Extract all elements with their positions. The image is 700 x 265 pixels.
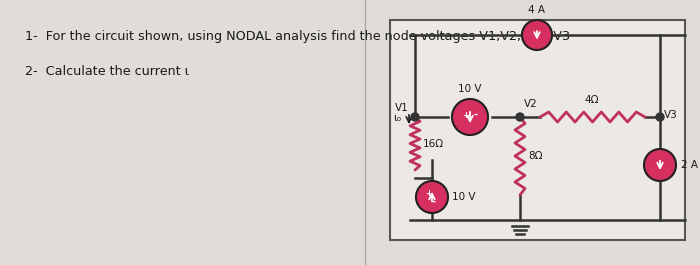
Text: 16Ω: 16Ω (423, 139, 444, 149)
Text: 4Ω: 4Ω (584, 95, 599, 105)
Text: 10 V: 10 V (458, 84, 482, 94)
Text: V1: V1 (395, 103, 409, 113)
Circle shape (416, 181, 448, 213)
Circle shape (656, 113, 664, 121)
Circle shape (644, 149, 676, 181)
Text: 8Ω: 8Ω (528, 151, 542, 161)
Bar (390, 20, 685, 240)
Text: V2: V2 (524, 99, 538, 109)
Circle shape (522, 20, 552, 50)
Text: 10 V: 10 V (452, 192, 475, 202)
Text: +: + (463, 111, 470, 120)
Text: 1-  For the circuit shown, using NODAL analysis find the node voltages V1,V2, an: 1- For the circuit shown, using NODAL an… (25, 30, 570, 43)
Circle shape (411, 113, 419, 121)
Text: ιₒ: ιₒ (393, 113, 401, 123)
Text: -: - (431, 197, 435, 207)
Text: 4 A: 4 A (528, 5, 545, 15)
Circle shape (516, 113, 524, 121)
Text: V3: V3 (664, 110, 678, 120)
Text: 2 A: 2 A (681, 160, 698, 170)
Circle shape (452, 99, 488, 135)
Text: +: + (426, 188, 433, 197)
Text: -: - (473, 110, 477, 120)
Text: 2-  Calculate the current ι: 2- Calculate the current ι (25, 65, 189, 78)
